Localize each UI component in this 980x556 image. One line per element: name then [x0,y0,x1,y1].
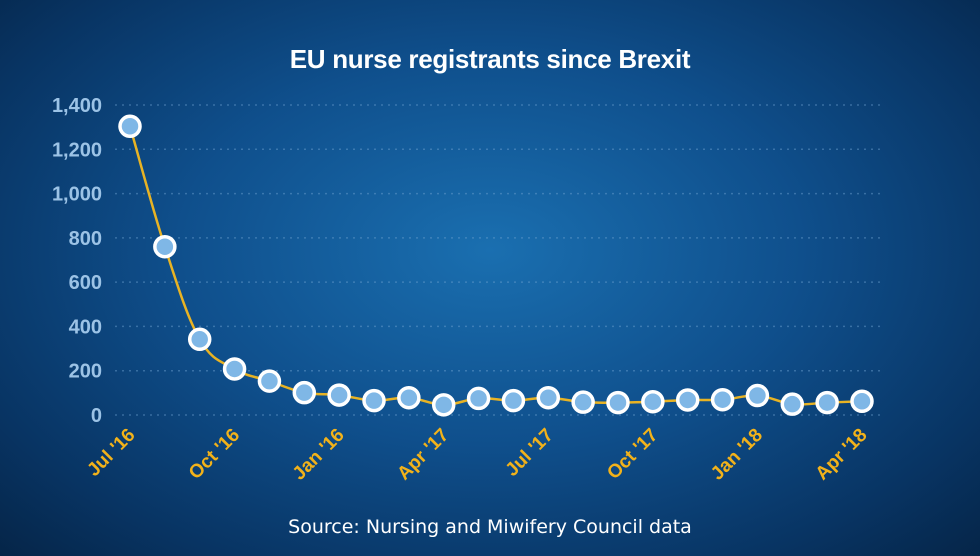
x-tick-label: Oct '16 [185,425,244,484]
source-note: Source: Nursing and Miwifery Council dat… [288,516,692,538]
x-tick-label: Jul '17 [502,425,558,481]
data-point [431,393,456,417]
data-point [571,390,595,414]
y-tick-label: 600 [69,272,102,294]
data-point [362,388,386,413]
y-tick-label: 400 [69,316,102,338]
data-point [536,385,561,410]
data-point [501,388,526,413]
x-tick-label: Apr '18 [812,425,872,485]
data-point [327,383,351,407]
data-point [850,389,874,414]
data-point [397,385,421,410]
y-tick-label: 1,400 [52,95,102,117]
x-axis-ticks: Jul '16 Oct '16 Jan '16 Apr '17 Jul '17 Oct '… [83,425,871,485]
y-tick-label: 800 [69,228,102,250]
data-point [222,357,247,381]
data-point [118,114,142,139]
data-point [710,387,735,412]
chart-title: EU nurse registrants since Brexit [289,44,691,74]
data-point [780,392,805,416]
data-point [187,327,212,352]
x-tick-label: Oct '17 [603,425,662,484]
y-tick-label: 1,200 [52,139,102,161]
data-point [675,388,700,412]
y-axis-ticks: 0 200 400 600 800 1,000 1,200 1,400 [52,95,102,427]
data-points [118,114,874,417]
data-point [153,234,177,259]
x-tick-label: Jul '16 [83,425,139,481]
data-point [257,369,282,393]
data-point [745,383,770,408]
y-tick-label: 1,000 [52,184,102,206]
data-point [641,389,665,414]
y-tick-label: 0 [91,405,102,427]
x-tick-label: Jan '16 [289,425,349,485]
x-tick-label: Apr '17 [393,425,453,485]
data-point [466,386,491,411]
x-tick-label: Jan '18 [707,425,767,485]
data-point [606,390,630,415]
y-tick-label: 200 [69,361,102,383]
data-point [815,390,839,415]
data-point [292,380,317,405]
